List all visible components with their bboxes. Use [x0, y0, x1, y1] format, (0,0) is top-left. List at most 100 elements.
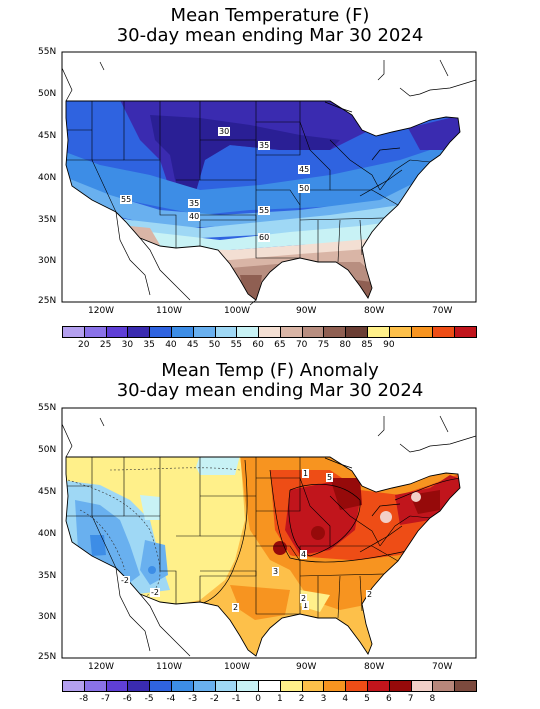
legend-swatch — [170, 326, 194, 338]
map1-lat-label: 25N — [38, 296, 57, 306]
map2-contour-label: 1 — [302, 601, 310, 610]
map2-lon-label: 120W — [88, 662, 115, 672]
legend-swatch — [323, 326, 347, 338]
map2-lat-label: 40N — [38, 529, 57, 539]
legend-swatch — [214, 680, 238, 692]
map1-lat-label: 50N — [38, 89, 57, 99]
legend-swatch — [301, 680, 325, 692]
map1-state-lines — [66, 101, 441, 263]
legend-swatch — [149, 680, 172, 692]
legend-swatch — [410, 680, 434, 692]
legend-swatch — [214, 326, 238, 338]
legend-swatch — [410, 326, 434, 338]
legend-swatch — [301, 326, 325, 338]
map1-coastlines — [61, 59, 477, 306]
legend-label: 55 — [230, 340, 243, 350]
panel2-title-line2: 30-day mean ending Mar 30 2024 — [116, 380, 424, 401]
legend-swatch — [454, 326, 477, 338]
legend-swatch — [170, 680, 194, 692]
map1-lon-label: 80W — [364, 306, 385, 316]
legend-label: 45 — [187, 340, 199, 350]
map2-lon-label: 100W — [224, 662, 251, 672]
legend-swatch — [258, 680, 281, 692]
map2-contour-label: 2 — [300, 594, 308, 603]
map2-contour-label: 5 — [326, 473, 334, 482]
legend-label: -3 — [188, 694, 198, 704]
legend-swatch — [258, 326, 281, 338]
map1-contour-label: 35 — [188, 199, 201, 208]
map1-contour-label: 60 — [258, 233, 271, 242]
map2-contour-label: 2 — [366, 590, 374, 599]
legend-label: 8 — [429, 694, 436, 704]
legend-label: -6 — [122, 694, 132, 704]
legend-label: 0 — [255, 694, 261, 704]
legend-swatch — [236, 326, 260, 338]
legend-swatch — [62, 326, 85, 338]
map2-lat-label: 30N — [38, 612, 57, 622]
legend-swatch — [83, 326, 107, 338]
legend-label: 40 — [165, 340, 177, 350]
map2-contour-label: -2 — [120, 576, 130, 585]
legend-swatch — [127, 680, 151, 692]
map2-lat-label: 50N — [38, 445, 57, 455]
legend-label: -5 — [144, 694, 154, 704]
map1-contour-label: 50 — [298, 184, 311, 193]
legend-swatch — [192, 680, 216, 692]
legend-label: 4 — [342, 694, 349, 704]
legend-swatch — [105, 326, 129, 338]
map1-lon-label: 70W — [432, 306, 453, 316]
legend-swatch — [323, 680, 347, 692]
legend-label: 20 — [78, 340, 90, 350]
legend-swatch — [62, 680, 85, 692]
legend-label: 60 — [252, 340, 264, 350]
map2-contour-label: -2 — [150, 588, 160, 597]
map1-contour-label: 35 — [258, 141, 271, 150]
map2-lon-label: 110W — [156, 662, 183, 672]
map2-lat-label: 55N — [38, 403, 57, 413]
map2-lon-label: 90W — [296, 662, 317, 672]
legend-label: -7 — [101, 694, 111, 704]
legend-swatch — [388, 326, 412, 338]
legend-label: -2 — [210, 694, 219, 704]
map2-lat-label: 35N — [38, 571, 57, 581]
legend-swatch — [432, 680, 456, 692]
anomaly-color-legend: -8 -7 -6 -5 -4 -3 -2 -1 0 1 2 3 4 5 6 7 8 — [62, 680, 477, 706]
panel2-title-line1: Mean Temp (F) Anomaly — [161, 360, 379, 381]
map1-lat-label: 55N — [38, 47, 57, 57]
legend-label: 5 — [364, 694, 370, 704]
legend-label: 2 — [298, 694, 305, 704]
legend-swatch — [345, 326, 369, 338]
legend-swatch — [279, 680, 303, 692]
map2-contour-label: 1 — [302, 469, 310, 478]
legend-label: 85 — [361, 340, 373, 350]
legend-label: 25 — [99, 340, 112, 350]
legend-label: -8 — [79, 694, 89, 704]
map1-lat-label: 30N — [38, 256, 57, 266]
legend-swatch — [279, 326, 303, 338]
map2-lat-label: 45N — [38, 487, 57, 497]
map1-lon-label: 100W — [224, 306, 251, 316]
map1-contour-label: 40 — [188, 212, 201, 221]
legend-swatch — [367, 326, 390, 338]
legend-swatch — [149, 326, 172, 338]
map2-contour-label: 2 — [232, 603, 240, 612]
legend-swatch — [345, 680, 369, 692]
panel1-title-line2: 30-day mean ending Mar 30 2024 — [116, 25, 424, 46]
map2-contour-lines — [67, 467, 241, 599]
map1-lat-label: 35N — [38, 215, 57, 225]
map2-us-outline — [65, 456, 461, 657]
legend-swatch — [367, 680, 390, 692]
map2-lon-label: 80W — [364, 662, 385, 672]
legend-swatch — [105, 680, 129, 692]
map2-coastlines — [61, 415, 477, 657]
map1-contour-label: 55 — [120, 195, 133, 204]
legend-label: 7 — [407, 694, 414, 704]
legend-label: 50 — [208, 340, 221, 350]
legend-label: 35 — [143, 340, 155, 350]
legend-label: 6 — [385, 694, 392, 704]
map1-lon-label: 110W — [156, 306, 183, 316]
map1-contour-label: 45 — [298, 165, 311, 174]
legend-label: 3 — [320, 694, 327, 704]
legend-label: 30 — [121, 340, 134, 350]
